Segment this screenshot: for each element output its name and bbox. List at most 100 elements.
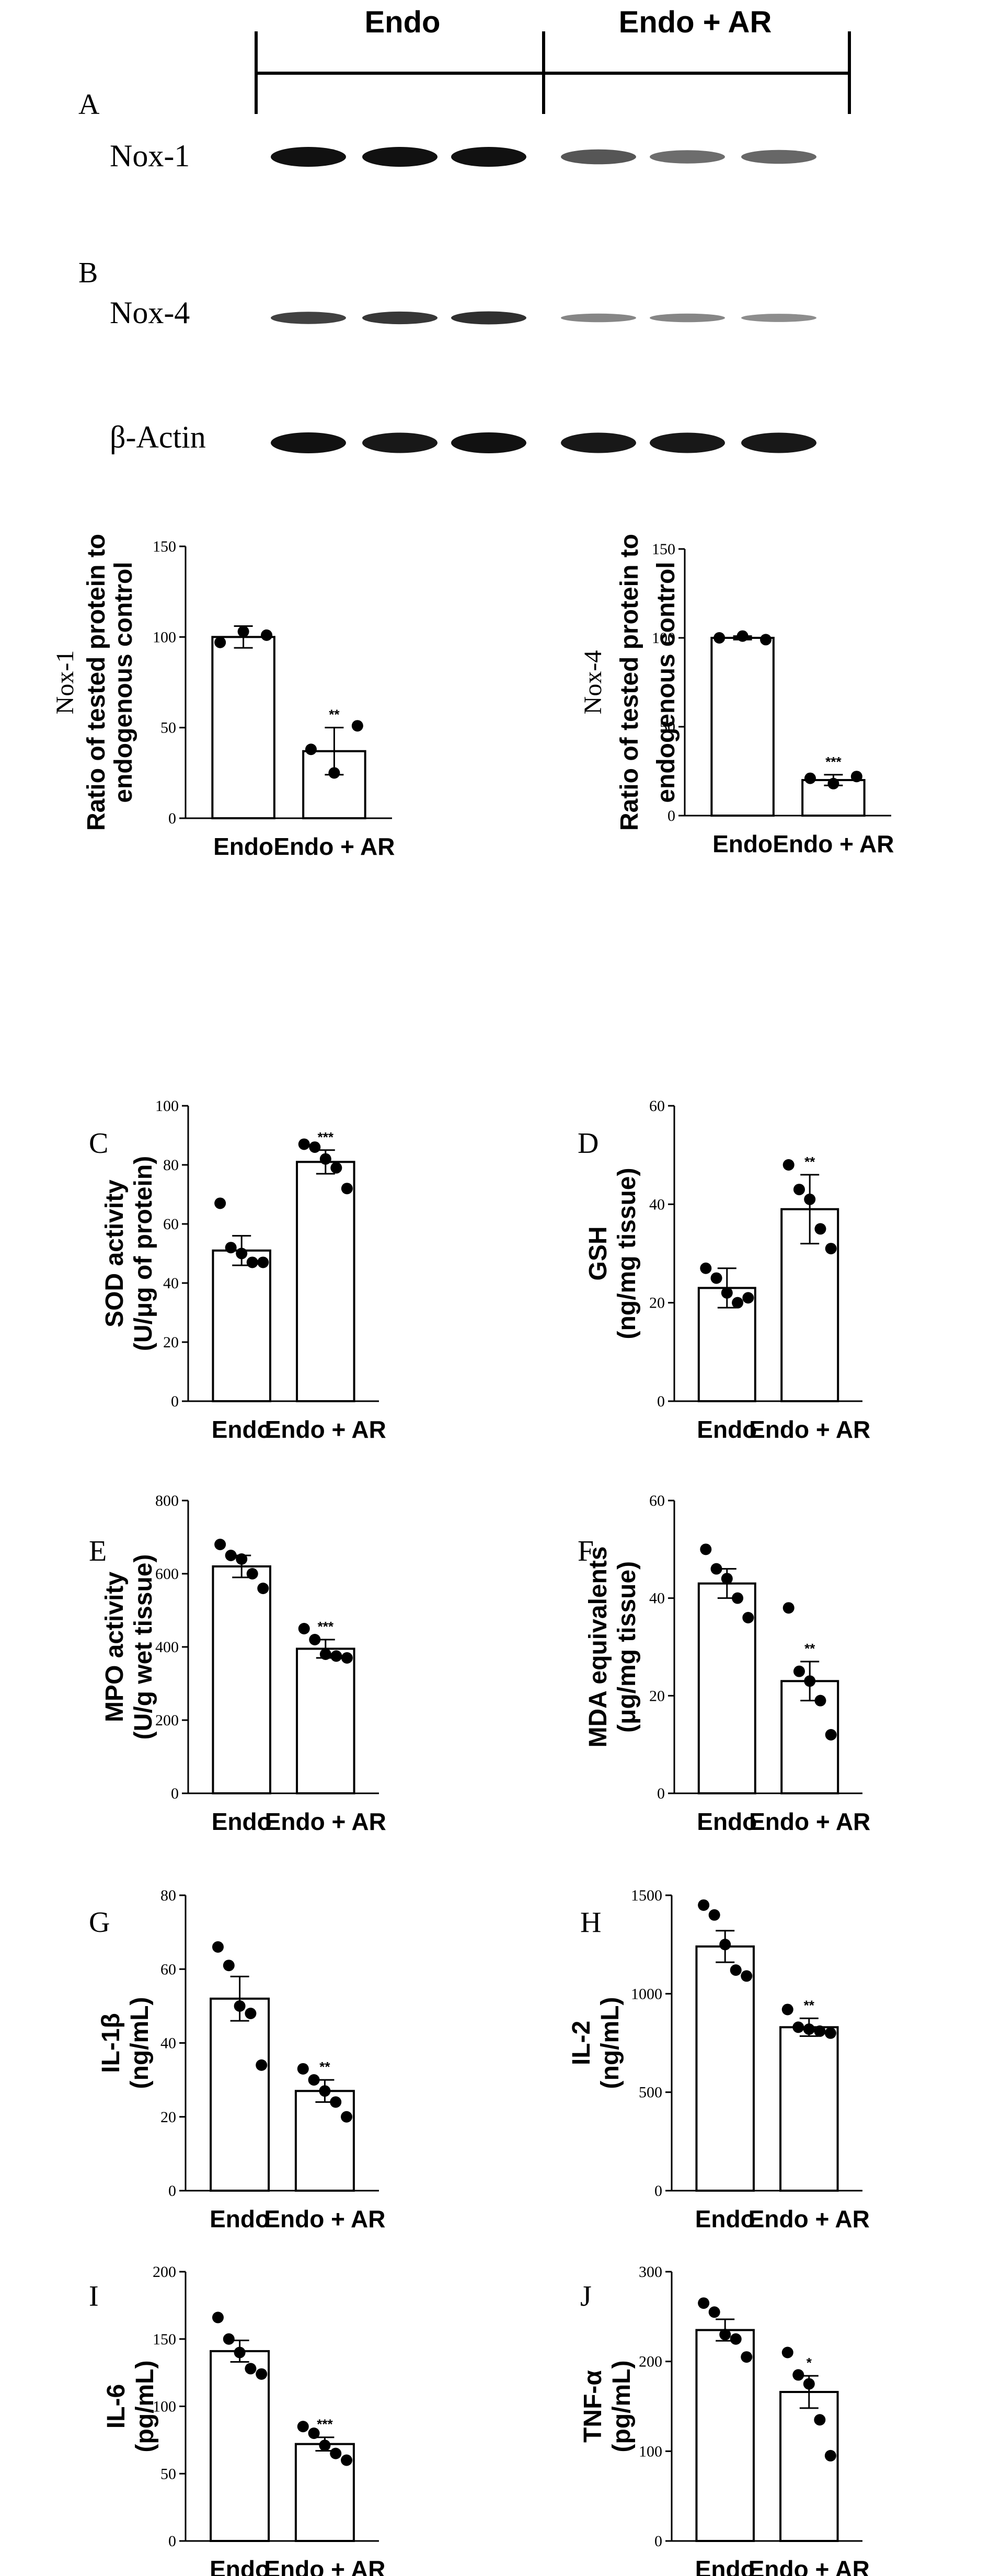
data-point <box>305 743 317 755</box>
y-axis-label: MPO activity <box>101 1572 129 1722</box>
x-tick-label-endo-ar: Endo + AR <box>265 1416 386 1443</box>
data-point <box>256 2059 268 2071</box>
y-tick-label: 1000 <box>631 1985 662 2002</box>
data-point <box>742 1292 754 1304</box>
data-point <box>721 1287 733 1299</box>
blot-band-nox4-lane-2 <box>362 311 438 325</box>
chart-il1b: 0 20 40 60 80 Endo ** Endo + AR IL-1β (ng/mL) G <box>89 1887 385 2232</box>
y-tick-label: 600 <box>155 1565 179 1583</box>
y-tick-label: 0 <box>657 1393 665 1410</box>
x-tick-label-endo: Endo <box>212 1808 272 1835</box>
data-point <box>814 1223 826 1235</box>
panel-label: I <box>89 2280 99 2312</box>
y-axis-label: endogenous control <box>652 562 680 803</box>
significance-marker: ** <box>804 1154 815 1170</box>
y-tick-label: 0 <box>171 1785 179 1802</box>
y-axis-label: (U/μg of protein) <box>130 1156 157 1351</box>
data-point <box>298 1623 310 1634</box>
y-tick-label: 100 <box>652 629 675 647</box>
data-point <box>730 2333 742 2345</box>
blot-band-beta-actin-lane-4 <box>561 432 636 453</box>
data-point <box>214 636 226 648</box>
y-tick-label: 60 <box>163 1216 179 1233</box>
data-point <box>827 777 839 789</box>
y-axis-label: Ratio of tested protein to <box>83 534 110 831</box>
x-tick-label-endo: Endo <box>212 1416 272 1443</box>
y-tick-label: 150 <box>652 541 675 558</box>
bar-endo <box>212 1565 271 1794</box>
x-tick-label-endo: Endo <box>210 2205 270 2232</box>
bar-endo-ar <box>296 1161 355 1403</box>
y-tick-label: 400 <box>155 1639 179 1656</box>
chart-nox4: 0 50 100 150 Endo *** Endo + AR Nox-4 Ratio of t… <box>579 534 894 857</box>
data-point <box>212 2311 224 2323</box>
data-point <box>782 1602 795 1614</box>
y-tick-label: 80 <box>163 1157 179 1174</box>
data-point <box>246 1568 258 1579</box>
y-axis-label: IL-2 <box>568 2021 595 2065</box>
bar-endo <box>210 1997 270 2192</box>
y-tick-label: 20 <box>160 2109 176 2126</box>
x-tick-label-endo: Endo <box>712 830 773 857</box>
blot-row-beta-actin <box>271 432 816 453</box>
data-point <box>319 2085 331 2097</box>
data-point <box>730 1964 742 1976</box>
y-tick-label: 100 <box>639 2443 662 2460</box>
data-point <box>824 2027 836 2039</box>
y-axis-label: TNF-α <box>579 2370 607 2443</box>
y-tick-label: 300 <box>639 2263 662 2281</box>
data-point <box>256 2368 268 2380</box>
panel-label: D <box>578 1127 598 1160</box>
y-tick-label: 100 <box>155 1097 179 1115</box>
data-point <box>698 2297 710 2309</box>
x-tick-label-endo-ar: Endo + AR <box>749 2205 870 2232</box>
data-point <box>742 1612 754 1623</box>
chart-sod-activity: 0 20 40 60 80 100 Endo *** Endo + AR SOD activity… <box>89 1097 386 1443</box>
significance-marker: *** <box>317 2417 333 2432</box>
y-tick-label: 80 <box>160 1887 176 1904</box>
data-point <box>825 1729 837 1741</box>
data-point <box>824 2449 836 2461</box>
data-point <box>793 1665 805 1677</box>
data-point <box>710 1272 722 1284</box>
data-point <box>732 1297 744 1309</box>
panel-label: G <box>89 1906 110 1939</box>
data-point <box>741 1970 753 1982</box>
chart-tnfa: 0 100 200 300 Endo * Endo + AR TNF-α (pg/mL) J <box>579 2263 870 2576</box>
blot-band-beta-actin-lane-6 <box>741 432 816 453</box>
y-axis-label: (μg/mg tissue) <box>613 1561 641 1733</box>
group-header-endo: Endo <box>365 5 441 39</box>
data-point <box>698 1899 710 1911</box>
data-point <box>814 2025 826 2037</box>
blot-row-nox4 <box>271 311 816 325</box>
data-point <box>760 634 772 646</box>
y-axis-label: IL-6 <box>102 2384 130 2429</box>
data-point <box>308 2074 320 2086</box>
data-point <box>804 772 816 784</box>
bar-endo-ar <box>779 2391 839 2542</box>
data-point <box>803 2023 815 2035</box>
y-tick-label: 20 <box>649 1687 665 1704</box>
y-axis-label: (pg/mL) <box>608 2361 636 2453</box>
chart-gsh: 0 20 40 60 Endo ** Endo + AR GSH (ng/mg tissue) D <box>578 1097 870 1443</box>
y-axis-label: Ratio of tested protein to <box>616 534 643 831</box>
data-point <box>351 720 363 732</box>
data-point <box>341 2454 353 2466</box>
x-tick-label-endo: Endo <box>697 1416 757 1443</box>
x-tick-label-endo-ar: Endo + AR <box>749 1416 870 1443</box>
x-tick-label-endo-ar: Endo + AR <box>264 2205 385 2232</box>
y-axis-label: (pg/mL) <box>131 2361 159 2453</box>
panel-label: F <box>578 1535 594 1567</box>
y-tick-label: 60 <box>160 1961 176 1978</box>
data-point <box>793 1184 805 1196</box>
data-point <box>781 2346 793 2359</box>
data-point <box>713 632 726 644</box>
data-point <box>214 1197 226 1209</box>
data-point <box>319 1648 331 1660</box>
bar-endo-ar <box>294 2090 355 2192</box>
blot-band-nox4-lane-6 <box>741 314 816 322</box>
data-point <box>234 2000 246 2012</box>
data-point <box>736 630 749 642</box>
data-point <box>781 2003 793 2016</box>
